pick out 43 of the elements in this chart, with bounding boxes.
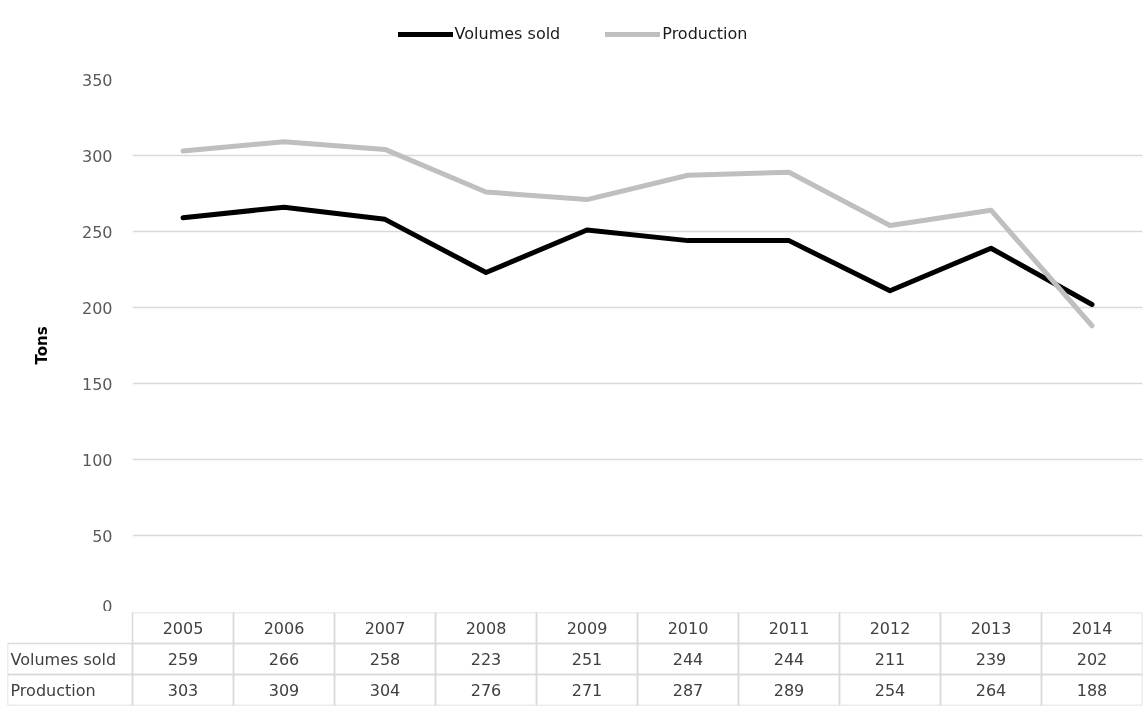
data-label: 289 <box>773 681 805 700</box>
data-label: 309 <box>268 681 300 700</box>
x-tick-label: 2011 <box>768 619 810 638</box>
data-label: 276 <box>470 681 502 700</box>
legend-label: Volumes sold <box>454 24 561 43</box>
data-label: 264 <box>975 681 1007 700</box>
data-label: 287 <box>672 681 704 700</box>
data-label: 254 <box>874 681 906 700</box>
y-tick-label: 200 <box>81 298 113 318</box>
x-tick-label: 2012 <box>869 619 911 638</box>
data-label: 251 <box>571 650 603 669</box>
x-tick-label: 2010 <box>667 619 709 638</box>
data-label: 258 <box>369 650 401 669</box>
x-tick-label: 2006 <box>263 619 305 638</box>
data-label: 304 <box>369 681 401 700</box>
data-label: 188 <box>1076 681 1108 700</box>
y-axis-title: Tons <box>32 326 51 365</box>
x-tick-label: 2005 <box>162 619 204 638</box>
data-label: 223 <box>470 650 502 669</box>
x-tick-label: 2013 <box>970 619 1012 638</box>
y-tick-label: 100 <box>81 450 113 470</box>
data-label: 244 <box>773 650 805 669</box>
y-tick-label: 150 <box>81 374 113 394</box>
data-label: 211 <box>874 650 906 669</box>
y-tick-label: 50 <box>92 526 113 546</box>
x-tick-label: 2014 <box>1071 619 1113 638</box>
text: Volumes sold <box>10 649 117 669</box>
x-tick-label: 2009 <box>566 619 608 638</box>
data-label: 303 <box>167 681 199 700</box>
data-label: 266 <box>268 650 300 669</box>
y-tick-label: 250 <box>81 222 113 242</box>
y-tick-label: 0 <box>102 596 113 616</box>
y-tick-label: 350 <box>81 70 113 90</box>
data-label: 239 <box>975 650 1007 669</box>
legend-label: Production <box>662 24 748 43</box>
data-label: 202 <box>1076 650 1108 669</box>
data-label: 259 <box>167 650 199 669</box>
data-label: 271 <box>571 681 603 700</box>
x-tick-label: 2007 <box>364 619 406 638</box>
text: Production <box>10 680 96 700</box>
x-tick-label: 2008 <box>465 619 507 638</box>
y-tick-label: 300 <box>81 146 113 166</box>
data-label: 244 <box>672 650 704 669</box>
